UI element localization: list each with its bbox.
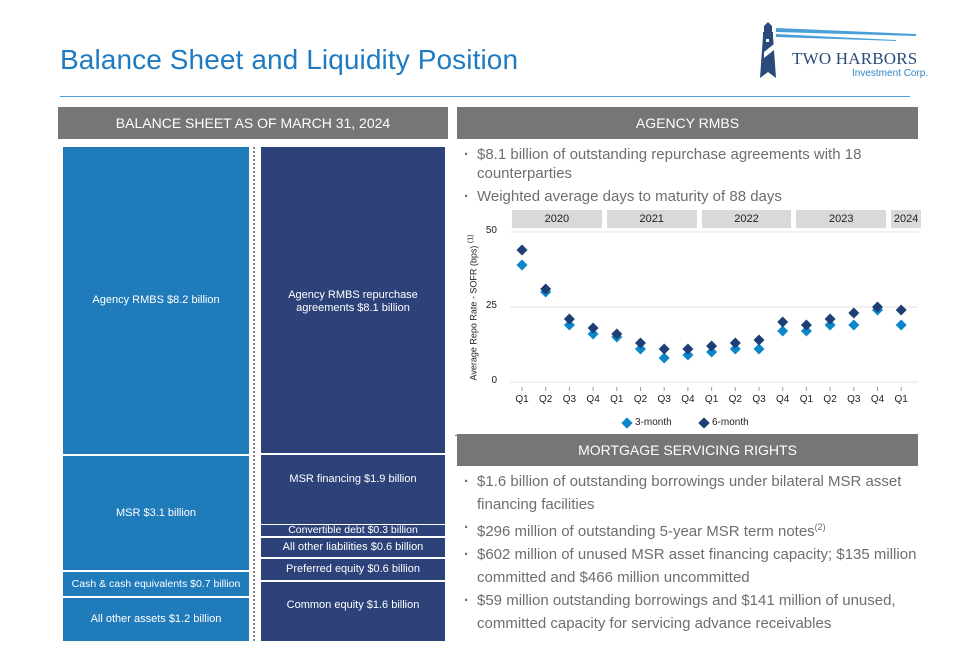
company-logo: TWO HARBORS Investment Corp.	[756, 22, 929, 84]
legend-diamond-icon	[698, 416, 710, 429]
x-tick-label: Q1	[799, 394, 814, 405]
data-point-3-month	[563, 319, 575, 331]
x-tick-label: Q2	[728, 394, 742, 405]
x-tick-label: Q2	[539, 394, 553, 405]
bullet-text: $602 million of unused MSR asset financi…	[477, 546, 917, 586]
msr-bullets: $1.6 billion of outstanding borrowings u…	[464, 472, 919, 637]
y-tick-label: 0	[491, 375, 497, 386]
data-point-3-month	[800, 325, 812, 337]
x-tick-label: Q3	[847, 394, 861, 405]
data-point-3-month	[682, 349, 694, 361]
bullet-item: $602 million of unused MSR asset financi…	[464, 545, 919, 587]
x-tick-label: Q1	[894, 394, 908, 405]
page-title: Balance Sheet and Liquidity Position	[60, 44, 519, 75]
lighthouse-icon	[760, 22, 916, 78]
liab-block-common: Common equity $1.6 billion	[261, 582, 445, 641]
asset-block-cash: Cash & cash equivalents $0.7 billion	[63, 572, 249, 596]
chart-plot-area	[510, 231, 918, 391]
data-point-6-month	[587, 322, 599, 334]
data-point-3-month	[658, 352, 670, 364]
title-divider	[60, 96, 910, 97]
data-point-3-month	[706, 346, 718, 358]
data-point-6-month	[563, 313, 575, 325]
legend-diamond-icon	[621, 416, 633, 429]
data-point-3-month	[777, 325, 789, 337]
x-tick-label: Q1	[704, 394, 719, 405]
data-point-6-month	[824, 313, 836, 325]
year-band: 2023	[796, 210, 887, 228]
legend-label: 3-month	[635, 417, 672, 428]
x-tick-label: Q3	[562, 394, 577, 405]
x-tick-label: Q1	[515, 394, 529, 405]
x-tick-label: Q4	[586, 394, 600, 405]
bullet-item: $1.6 billion of outstanding borrowings u…	[464, 472, 919, 514]
liab-block-preferred: Preferred equity $0.6 billion	[261, 559, 445, 580]
repo-rate-chart: Average Repo Rate - SOFR (bps) (1) 2020 2…	[455, 205, 925, 435]
footnote-ref: (2)	[814, 522, 826, 532]
x-tick-label: Q4	[681, 394, 695, 405]
data-point-6-month	[777, 316, 789, 328]
asset-block-other: All other assets $1.2 billion	[63, 598, 249, 641]
bullet-item: $296 million of outstanding 5-year MSR t…	[464, 518, 919, 541]
logo-name: TWO HARBORS	[792, 49, 918, 68]
data-point-3-month	[753, 343, 765, 355]
year-band: 2020	[512, 210, 602, 228]
year-band: 2024	[891, 210, 921, 228]
x-tick-label: Q4	[870, 394, 885, 405]
bullet-text: $59 million outstanding borrowings and $…	[477, 592, 896, 632]
data-point-3-month	[848, 319, 860, 331]
x-tick-label: Q3	[657, 394, 671, 405]
data-point-6-month	[706, 340, 718, 352]
x-tick-label: Q1	[610, 394, 624, 405]
year-band: 2021	[606, 210, 697, 228]
liab-block-repo: Agency RMBS repurchase agreements $8.1 b…	[261, 147, 445, 453]
data-point-6-month	[848, 307, 860, 319]
legend-label: 6-month	[712, 417, 749, 428]
data-point-3-month	[587, 328, 599, 340]
data-point-6-month	[729, 337, 741, 349]
legend-item: 6-month	[698, 416, 749, 429]
data-point-6-month	[611, 328, 623, 340]
bullet-item: $8.1 billion of outstanding repurchase a…	[464, 145, 919, 183]
y-tick-label: 50	[485, 225, 497, 236]
balance-sheet-divider	[253, 147, 255, 641]
data-point-6-month	[872, 301, 883, 313]
data-point-3-month	[824, 319, 836, 331]
y-tick-label: 25	[485, 300, 497, 311]
data-point-6-month	[753, 334, 765, 346]
year-band: 2022	[701, 210, 792, 228]
data-point-6-month	[658, 343, 670, 355]
bullet-item: $59 million outstanding borrowings and $…	[464, 591, 919, 633]
asset-block-msr: MSR $3.1 billion	[63, 456, 249, 570]
asset-block-agency-rmbs: Agency RMBS $8.2 billion	[63, 147, 249, 454]
liab-block-convertible: Convertible debt $0.3 billion	[261, 525, 445, 536]
balance-sheet-header: BALANCE SHEET AS OF MARCH 31, 2024	[58, 107, 448, 139]
bullet-text: $296 million of outstanding 5-year MSR t…	[477, 523, 815, 540]
bullet-text: $1.6 billion of outstanding borrowings u…	[477, 473, 902, 513]
x-tick-label: Q4	[776, 394, 790, 405]
data-point-6-month	[682, 343, 694, 355]
liab-block-other: All other liabilities $0.6 billion	[261, 538, 445, 557]
data-point-6-month	[540, 283, 552, 295]
msr-header: MORTGAGE SERVICING RIGHTS	[457, 434, 918, 466]
bullet-item: Weighted average days to maturity of 88 …	[464, 187, 919, 206]
data-point-6-month	[635, 337, 646, 349]
data-point-6-month	[800, 319, 812, 331]
x-tick-label: Q3	[752, 394, 766, 405]
data-point-3-month	[635, 343, 646, 355]
data-point-3-month	[729, 343, 741, 355]
x-tick-label: Q2	[823, 394, 837, 405]
data-point-3-month	[516, 259, 528, 271]
data-point-6-month	[895, 304, 907, 316]
x-tick-label: Q2	[633, 394, 648, 405]
data-point-3-month	[895, 319, 907, 331]
agency-rmbs-header: AGENCY RMBS	[457, 107, 918, 139]
liab-block-msr-financing: MSR financing $1.9 billion	[261, 455, 445, 524]
logo-subtitle: Investment Corp.	[852, 68, 929, 79]
legend-item: 3-month	[621, 416, 672, 429]
data-point-6-month	[516, 244, 528, 256]
agency-rmbs-bullets: $8.1 billion of outstanding repurchase a…	[464, 145, 919, 210]
